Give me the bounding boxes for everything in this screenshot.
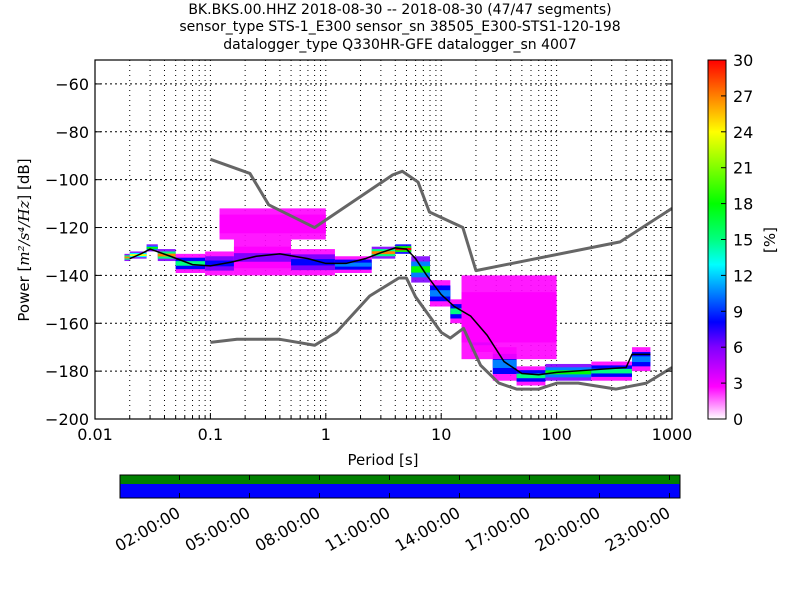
density-cell xyxy=(545,370,592,375)
x-tick-label: 0.1 xyxy=(198,425,223,444)
mode-line xyxy=(129,247,651,376)
colorbar-label: [%] xyxy=(761,227,779,253)
noise-model-nlnm xyxy=(210,276,672,391)
timeline: 02:00:0005:00:0008:00:0011:00:0014:00:00… xyxy=(112,474,681,555)
timeline-tick-label: 17:00:00 xyxy=(462,503,534,555)
noise-model-nhnm xyxy=(209,157,672,273)
y-tick-label: −100 xyxy=(45,171,89,190)
timeline-tick-label: 08:00:00 xyxy=(252,503,324,555)
y-axis-label: Power [m²/s⁴/Hz] [dB] xyxy=(15,158,33,321)
colorbar-tick-label: 21 xyxy=(733,159,753,178)
plot-frame xyxy=(94,59,673,420)
density-cell xyxy=(291,259,335,266)
timeline-tick-label: 11:00:00 xyxy=(322,503,394,555)
colorbar-tick-label: 0 xyxy=(733,410,743,429)
noise-models xyxy=(209,157,672,391)
y-tick-label: −180 xyxy=(45,362,89,381)
density-cell xyxy=(516,373,546,379)
colorbar-tick-label: 3 xyxy=(733,374,743,393)
y-tick-label: −60 xyxy=(55,75,89,94)
colorbar-tick-label: 9 xyxy=(733,302,743,321)
density-cell xyxy=(461,307,557,328)
density-cell xyxy=(371,251,396,255)
colorbar-tick-label: 30 xyxy=(733,51,753,70)
density-cell xyxy=(591,368,632,374)
y-tick-label: −80 xyxy=(55,123,89,142)
colorbar-tick-label: 18 xyxy=(733,195,753,214)
x-tick-label: 0.01 xyxy=(77,425,113,444)
density-cell xyxy=(219,220,326,228)
colorbar-ticks: 0 3 6 9 12 15 18 21 24 27 30 xyxy=(721,51,753,429)
colorbar-tick-label: 27 xyxy=(733,87,753,106)
timeline-tick-label: 02:00:00 xyxy=(112,503,184,555)
colorbar-tick-label: 6 xyxy=(733,338,743,357)
title-line-1: BK.BKS.00.HHZ 2018-08-30 -- 2018-08-30 (… xyxy=(188,2,612,18)
density-cell xyxy=(411,266,431,273)
density-cell xyxy=(146,247,158,249)
colorbar-tick-label: 15 xyxy=(733,231,753,250)
timeline-row-segments-used xyxy=(120,484,680,498)
title-line-3: datalogger_type Q330HR-GFE datalogger_sn… xyxy=(223,37,577,53)
density-cell xyxy=(334,262,372,267)
density-cell xyxy=(631,356,651,363)
y-tick-label: −140 xyxy=(45,266,89,285)
timeline-tick-label: 23:00:00 xyxy=(602,503,674,555)
timeline-tick-label: 14:00:00 xyxy=(392,503,464,555)
x-axis-label: Period [s] xyxy=(347,451,418,469)
x-tick-label: 1000 xyxy=(652,425,693,444)
timeline-row-data-availability xyxy=(120,475,680,484)
density-cell xyxy=(124,256,130,259)
y-tick-label: −200 xyxy=(45,410,89,429)
title-line-2: sensor_type STS-1_E300 sensor_sn 38505_E… xyxy=(179,19,621,35)
colorbar-tick-label: 24 xyxy=(733,123,753,142)
y-tick-label: −120 xyxy=(45,219,89,238)
density-cell xyxy=(205,260,234,267)
x-tick-label: 10 xyxy=(431,425,451,444)
y-tick-label: −160 xyxy=(45,314,89,333)
mode-curve xyxy=(129,247,651,376)
density-cell xyxy=(492,359,517,368)
timeline-tick-label: 05:00:00 xyxy=(182,503,254,555)
probability-density xyxy=(124,208,651,386)
timeline-tick-label: 20:00:00 xyxy=(532,503,604,555)
density-cell xyxy=(233,253,292,262)
x-tick-label: 100 xyxy=(541,425,572,444)
timeline-frame xyxy=(119,474,681,499)
x-tick-label: 1 xyxy=(321,425,331,444)
density-cell xyxy=(450,308,471,315)
colorbar-tick-label: 12 xyxy=(733,266,753,285)
